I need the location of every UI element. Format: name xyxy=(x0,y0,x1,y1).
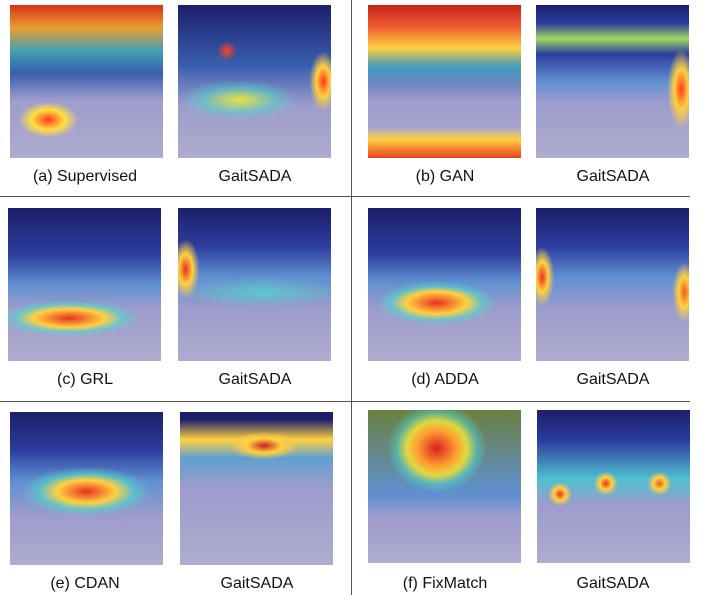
caption: (c) GRL xyxy=(0,371,170,389)
caption: GaitSADA xyxy=(528,575,698,593)
heatmap xyxy=(10,412,163,565)
heatmap xyxy=(180,412,333,565)
heatmap xyxy=(368,208,521,361)
caption: (a) Supervised xyxy=(0,168,170,186)
caption: GaitSADA xyxy=(170,371,340,389)
caption: GaitSADA xyxy=(172,575,342,593)
caption: GaitSADA xyxy=(528,168,698,186)
heatmap xyxy=(536,208,689,361)
heatmap xyxy=(536,5,689,158)
heatmap xyxy=(368,410,521,563)
heatmap xyxy=(178,5,331,158)
heatmap xyxy=(178,208,331,361)
divider xyxy=(351,0,352,595)
figure: (a) Supervised GaitSADA (b) GAN GaitSADA… xyxy=(0,0,705,595)
heatmap xyxy=(368,5,521,158)
caption: (b) GAN xyxy=(360,168,530,186)
caption: GaitSADA xyxy=(170,168,340,186)
caption: (f) FixMatch xyxy=(360,575,530,593)
divider xyxy=(0,401,690,402)
caption: GaitSADA xyxy=(528,371,698,389)
heatmap xyxy=(8,208,161,361)
divider xyxy=(0,196,690,197)
heatmap xyxy=(10,5,163,158)
heatmap xyxy=(537,410,690,563)
caption: (e) CDAN xyxy=(0,575,170,593)
caption: (d) ADDA xyxy=(360,371,530,389)
